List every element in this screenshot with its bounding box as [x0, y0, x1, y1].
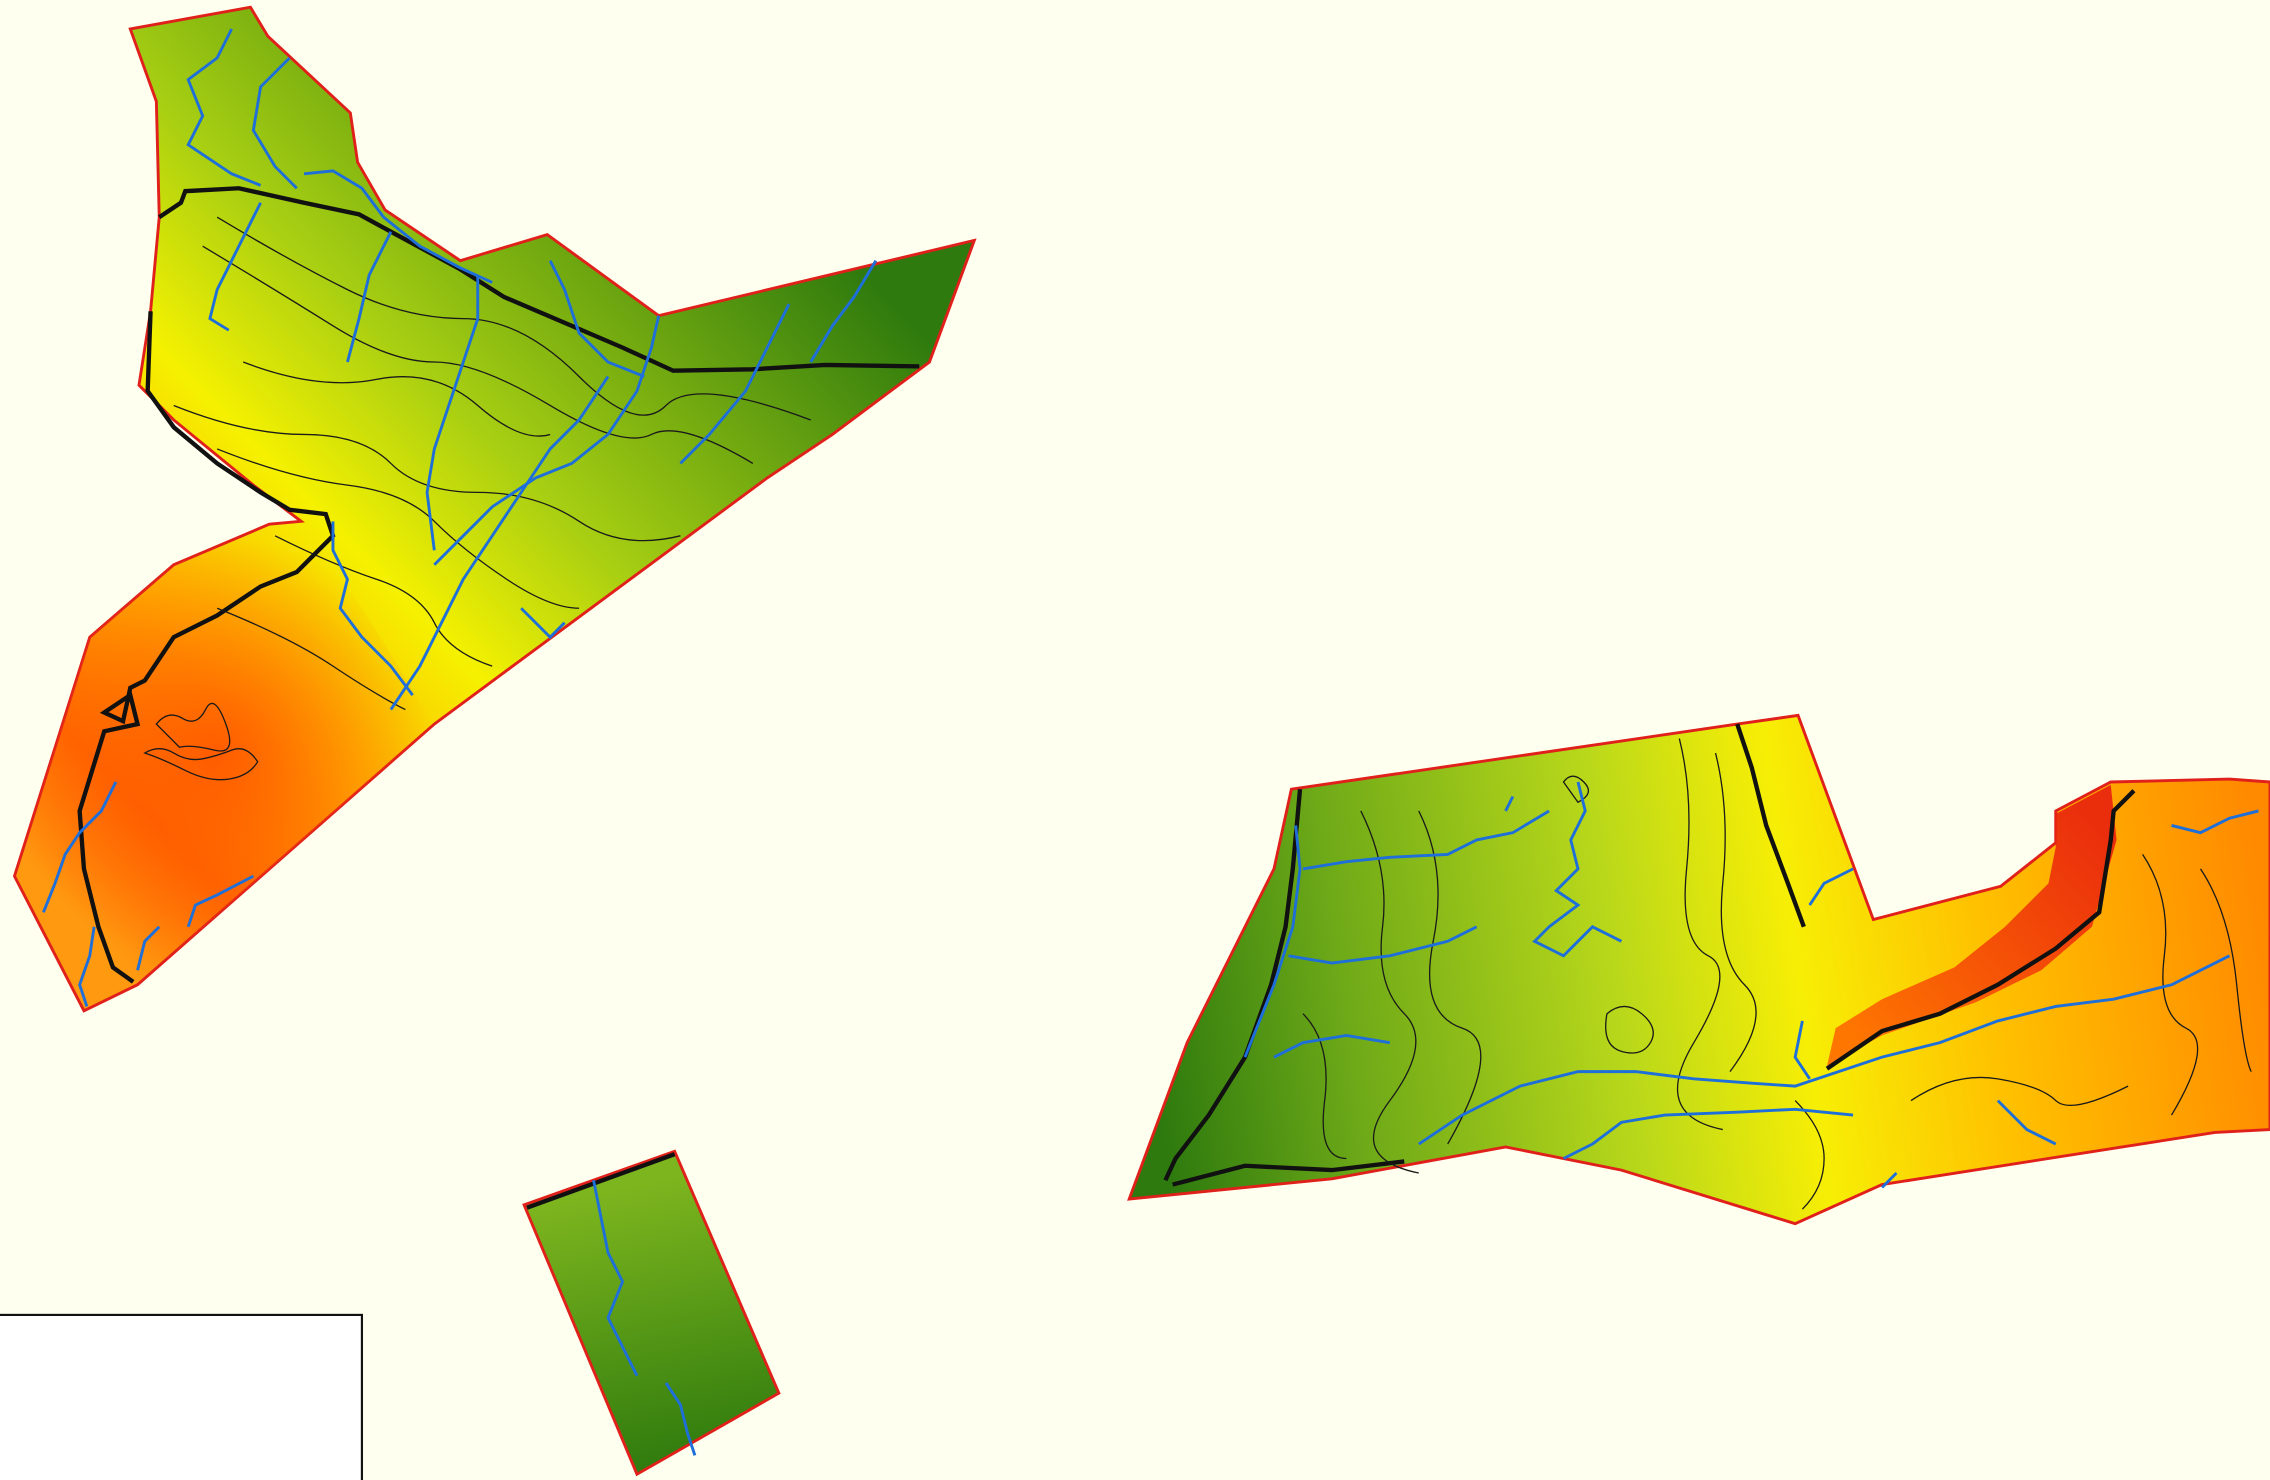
legend-box — [0, 1313, 364, 1480]
parcel-south — [522, 1149, 781, 1477]
study-area-outline-south — [526, 1152, 676, 1210]
contours-east — [1302, 738, 2252, 1210]
elevation-raster-east — [1127, 713, 2270, 1226]
ridge-highlight — [1827, 784, 2117, 1066]
high-elevation-spot — [14, 521, 435, 1011]
elevation-raster-south — [522, 1149, 781, 1477]
streams-east — [1243, 781, 2259, 1189]
streams-south — [592, 1179, 697, 1456]
contours-northwest — [143, 216, 811, 781]
parcel-east — [1127, 713, 2270, 1226]
streams-northwest — [42, 28, 878, 1007]
parcel-northwest — [12, 5, 977, 1013]
